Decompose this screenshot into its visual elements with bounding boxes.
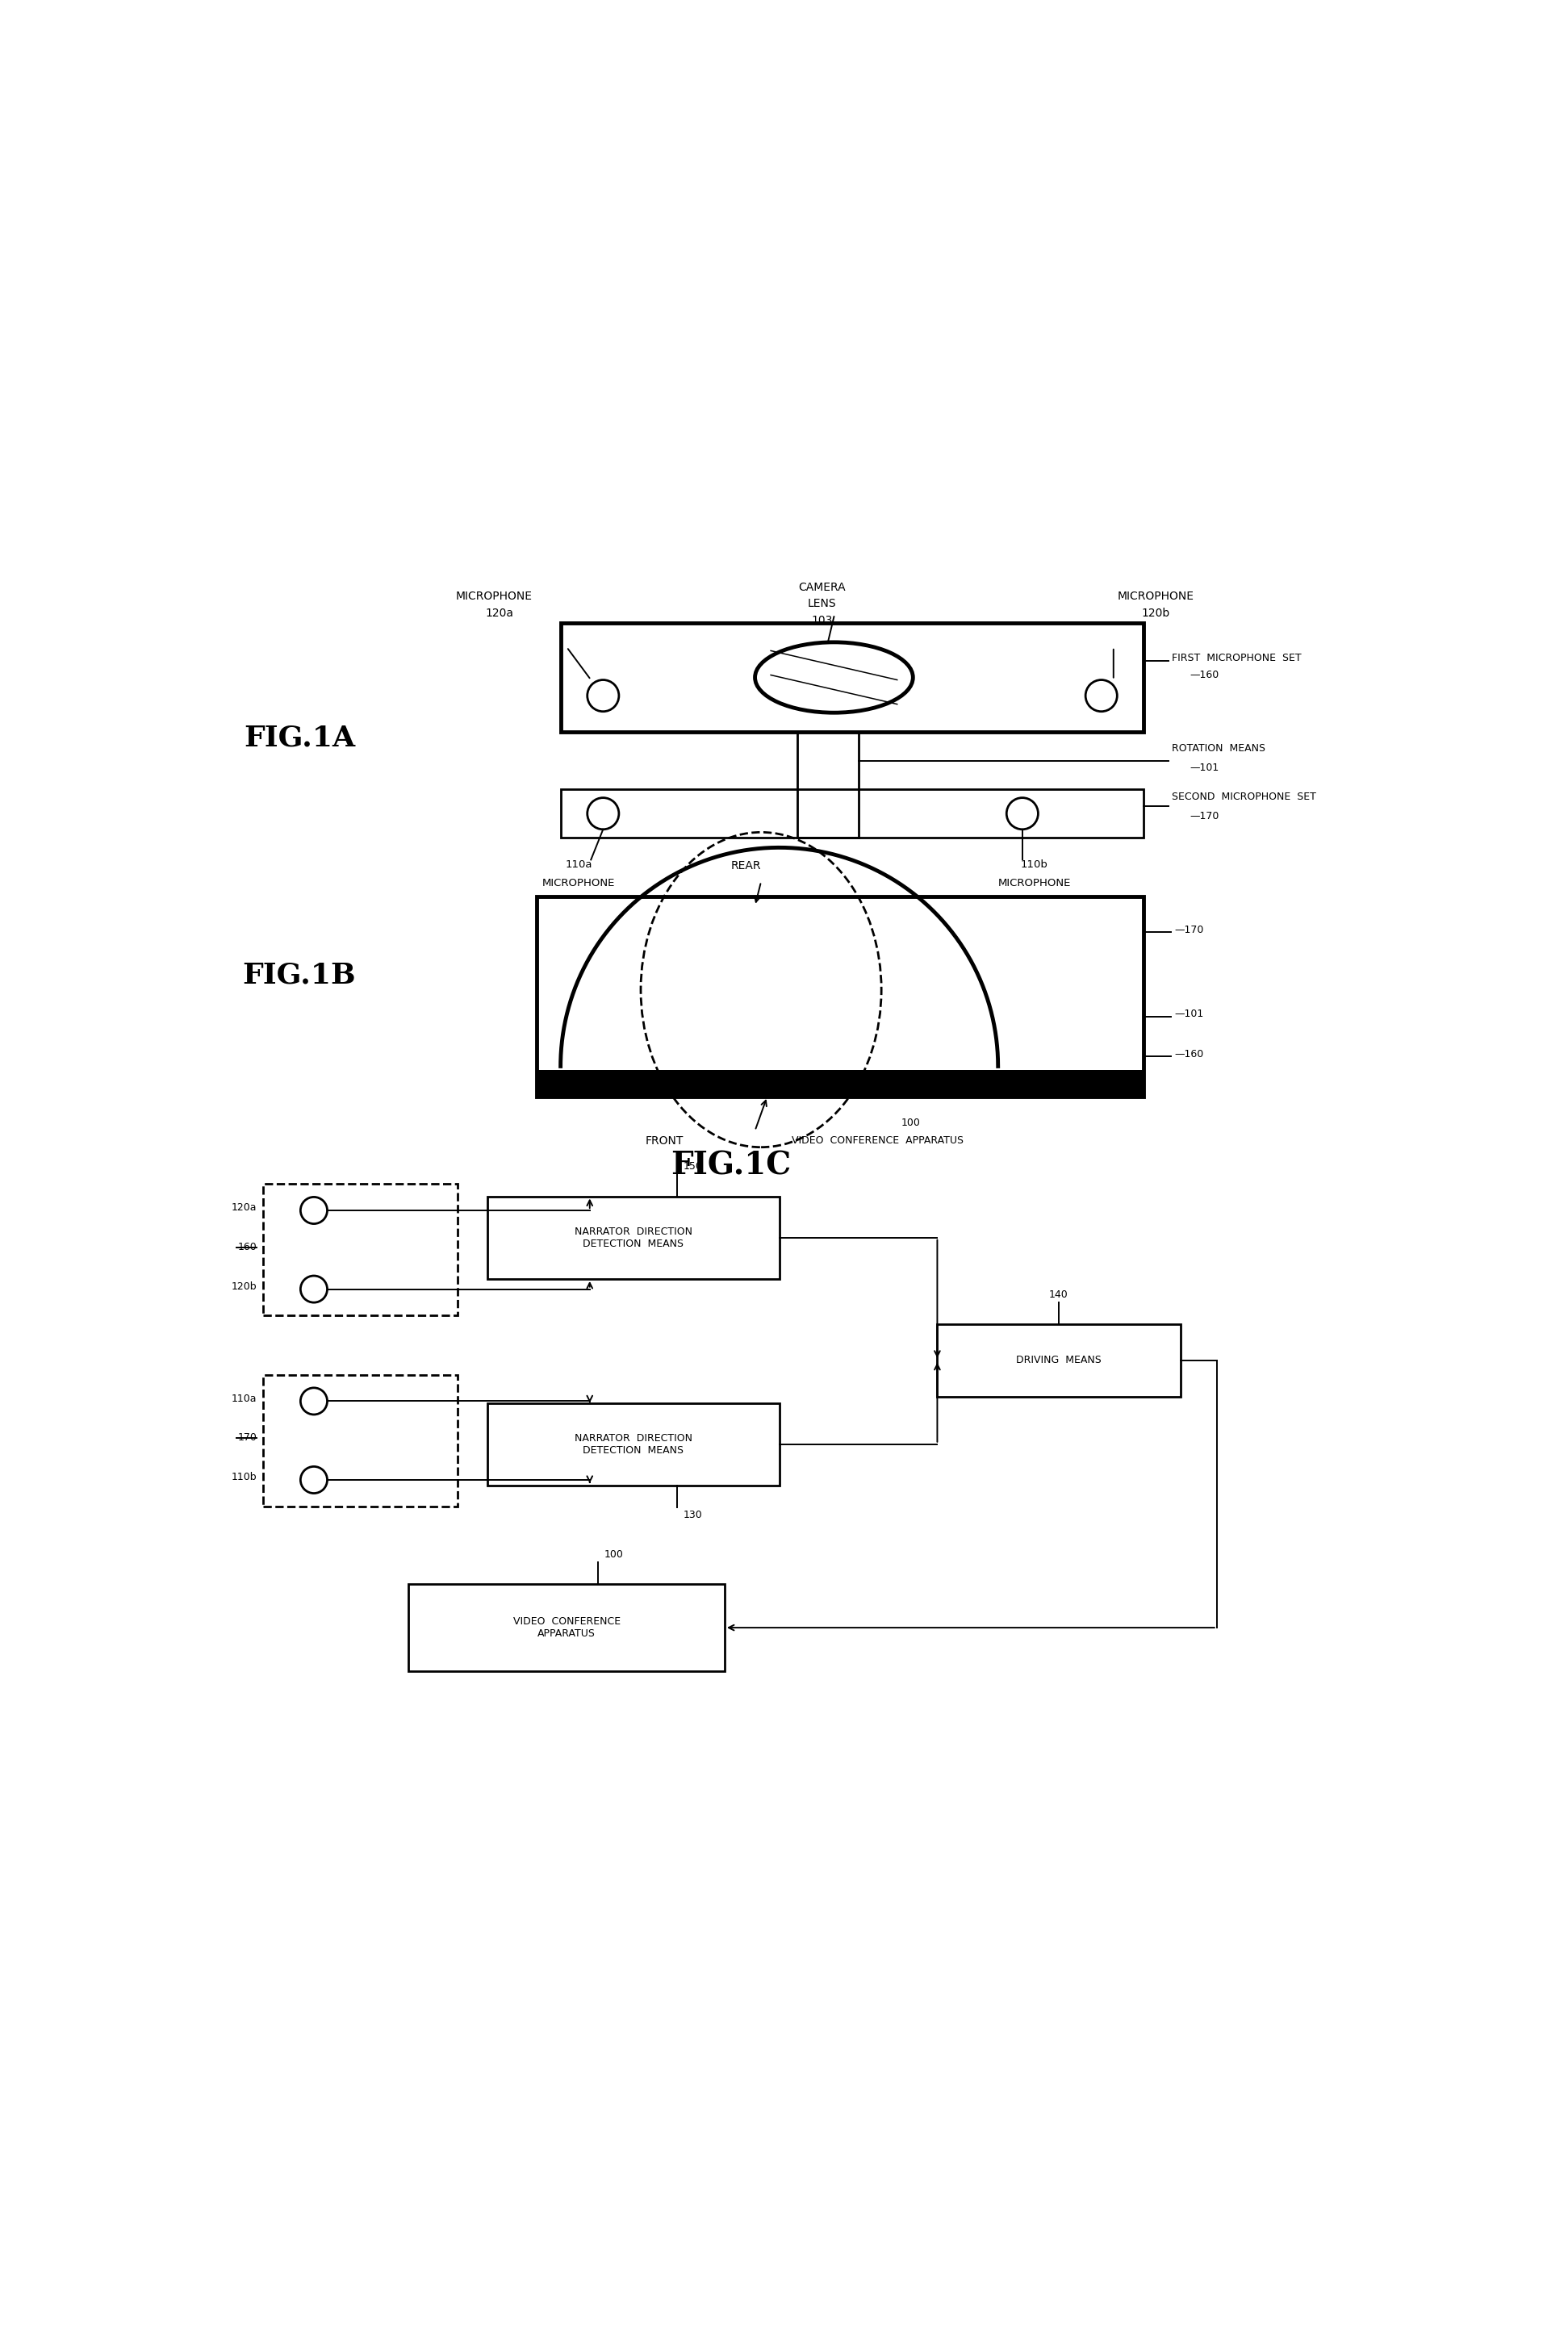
Text: 120b: 120b xyxy=(230,1280,257,1292)
Text: 150: 150 xyxy=(684,1162,702,1171)
Bar xyxy=(798,731,858,838)
Text: 120b: 120b xyxy=(1142,608,1170,619)
Text: 100: 100 xyxy=(604,1548,624,1560)
Text: 110a: 110a xyxy=(566,859,593,871)
Text: LENS: LENS xyxy=(808,598,836,610)
Text: CAMERA: CAMERA xyxy=(798,582,845,594)
Text: 160: 160 xyxy=(238,1241,257,1252)
Text: MICROPHONE: MICROPHONE xyxy=(455,591,532,601)
Text: 110b: 110b xyxy=(230,1471,257,1483)
Text: SECOND  MICROPHONE  SET: SECOND MICROPHONE SET xyxy=(1171,792,1316,801)
Text: 170: 170 xyxy=(237,1432,257,1443)
Text: MICROPHONE: MICROPHONE xyxy=(543,878,615,887)
Text: FIG.1A: FIG.1A xyxy=(243,724,354,752)
Text: 110b: 110b xyxy=(1021,859,1047,871)
Text: 103: 103 xyxy=(811,615,833,626)
Text: FIG.1C: FIG.1C xyxy=(671,1150,790,1180)
Text: DRIVING  MEANS: DRIVING MEANS xyxy=(1016,1355,1101,1367)
Text: —101: —101 xyxy=(1174,1008,1204,1020)
Bar xyxy=(561,624,1145,731)
Text: 120a: 120a xyxy=(486,608,514,619)
Bar xyxy=(488,1197,779,1278)
Text: —170: —170 xyxy=(1174,924,1204,936)
Bar xyxy=(536,1071,1145,1096)
Text: FIRST  MICROPHONE  SET: FIRST MICROPHONE SET xyxy=(1171,652,1301,663)
Text: 130: 130 xyxy=(684,1511,702,1520)
Text: NARRATOR  DIRECTION
DETECTION  MEANS: NARRATOR DIRECTION DETECTION MEANS xyxy=(574,1432,693,1455)
Bar xyxy=(488,1404,779,1485)
Text: VIDEO  CONFERENCE
APPARATUS: VIDEO CONFERENCE APPARATUS xyxy=(513,1616,621,1639)
Bar xyxy=(409,1583,724,1672)
Text: 120a: 120a xyxy=(232,1204,257,1213)
Text: NARRATOR  DIRECTION
DETECTION  MEANS: NARRATOR DIRECTION DETECTION MEANS xyxy=(574,1227,693,1248)
Text: ROTATION  MEANS: ROTATION MEANS xyxy=(1171,743,1265,754)
Text: 100: 100 xyxy=(902,1117,920,1127)
Text: FIG.1B: FIG.1B xyxy=(243,961,356,989)
Text: VIDEO  CONFERENCE  APPARATUS: VIDEO CONFERENCE APPARATUS xyxy=(792,1136,963,1145)
Text: REAR: REAR xyxy=(731,861,760,873)
Text: —160: —160 xyxy=(1174,1050,1204,1059)
Text: —160: —160 xyxy=(1190,670,1220,680)
Text: —101: —101 xyxy=(1190,764,1220,773)
Bar xyxy=(536,896,1145,1096)
Text: 140: 140 xyxy=(1049,1290,1068,1299)
Text: MICROPHONE: MICROPHONE xyxy=(1118,591,1195,601)
Bar xyxy=(938,1325,1181,1397)
Text: MICROPHONE: MICROPHONE xyxy=(997,878,1071,887)
Bar xyxy=(263,1376,458,1506)
Text: 110a: 110a xyxy=(232,1394,257,1404)
Bar xyxy=(561,789,1145,838)
Bar xyxy=(263,1185,458,1315)
Text: —170: —170 xyxy=(1190,810,1220,822)
Text: FRONT: FRONT xyxy=(646,1136,684,1148)
